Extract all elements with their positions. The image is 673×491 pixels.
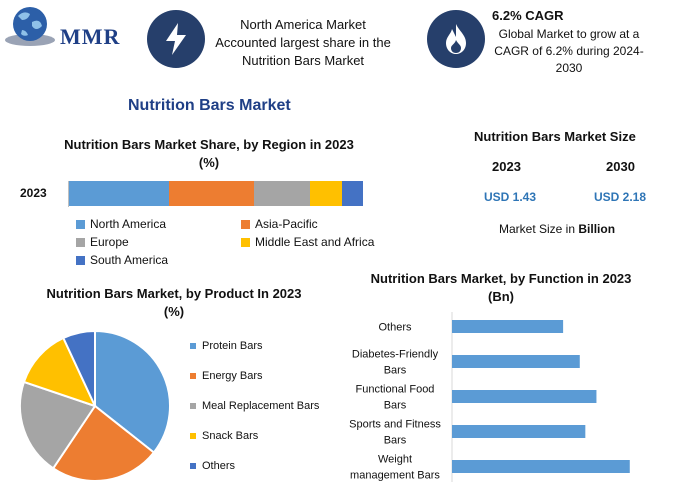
product-pie-legend: Protein Bars Energy Bars Meal Replacement … <box>190 340 340 480</box>
pie-slice-snack-bars <box>22 336 97 408</box>
pie-slice-energy-bars <box>51 404 156 482</box>
legend-asia-pacific: Asia-Pacific <box>241 217 318 231</box>
function-bar-functional-food-bars <box>452 390 597 403</box>
pie-legend-protein-bars: Protein Bars <box>190 340 263 352</box>
market-size-unit-note: Market Size in Billion <box>499 222 615 236</box>
legend-swatch <box>76 255 85 265</box>
legend-middle-east-africa: Middle East and Africa <box>241 235 374 249</box>
legend-swatch <box>190 403 196 409</box>
pie-slice-others <box>62 329 96 407</box>
legend-label: Protein Bars <box>202 340 263 352</box>
region-bar-segment-europe <box>254 181 311 206</box>
function-bar-diabetes-friendly-bars <box>452 355 580 368</box>
region-stacked-bar <box>69 181 363 206</box>
pie-slice-protein-bars <box>94 329 171 454</box>
product-chart-title: Nutrition Bars Market, by Product In 202… <box>46 286 302 319</box>
legend-north-america: North America <box>76 217 166 231</box>
legend-label: Middle East and Africa <box>255 235 375 249</box>
function-category-label-diabetes-friendly-bars: Diabetes-Friendly Bars <box>352 349 439 377</box>
pie-legend-others: Others <box>190 460 235 472</box>
market-size-value-2030: USD 2.18 <box>594 190 647 204</box>
legend-swatch <box>190 343 196 349</box>
lightning-icon <box>147 10 205 68</box>
legend-label: Energy Bars <box>202 370 263 382</box>
region-bar-segment-north-america <box>69 181 169 206</box>
function-bar-weight-management-bars <box>452 460 630 473</box>
pie-legend-meal-replacement-bars: Meal Replacement Bars <box>190 400 319 412</box>
legend-swatch <box>241 237 250 247</box>
market-size-title: Nutrition Bars Market Size <box>474 129 636 144</box>
legend-swatch <box>190 433 196 439</box>
legend-label: North America <box>90 217 167 231</box>
pie-legend-energy-bars: Energy Bars <box>190 370 263 382</box>
legend-europe: Europe <box>76 235 129 249</box>
pie-slice-meal-replacement-bars <box>19 380 97 470</box>
region-bar-segment-asia-pacific <box>168 181 255 206</box>
function-bar-chart: Others Diabetes-Friendly Bars Functional Fo… <box>349 312 630 482</box>
legend-swatch <box>76 237 85 247</box>
legend-label: Others <box>202 460 236 472</box>
region-chart-title: Nutrition Bars Market Share, by Region i… <box>64 137 354 170</box>
cagr-title: 6.2% CAGR <box>492 8 564 23</box>
legend-label: Asia-Pacific <box>255 217 318 231</box>
region-bar-segment-south-america <box>342 181 363 206</box>
flame-icon <box>427 10 485 68</box>
region-chart-axis <box>68 181 69 207</box>
page-title: Nutrition Bars Market <box>128 97 291 114</box>
legend-swatch <box>241 219 250 229</box>
function-chart-title: Nutrition Bars Market, by Function in 20… <box>370 271 632 304</box>
legend-south-america: South America <box>76 253 168 267</box>
function-bar-sports-and-fitness-bars <box>452 425 586 438</box>
pie-legend-snack-bars: Snack Bars <box>190 430 258 442</box>
region-bar-segment-middle-east-and-africa <box>310 181 343 206</box>
function-category-label-functional-food-bars: Functional Food Bars <box>356 384 435 412</box>
market-size-year-2023: 2023 <box>492 159 521 174</box>
market-size-value-2023: USD 1.43 <box>484 190 537 204</box>
globe-logo-icon <box>4 4 56 48</box>
legend-label: Meal Replacement Bars <box>202 400 320 412</box>
legend-label: South America <box>90 253 169 267</box>
function-category-label-weight-management-bars: Weight management Bars <box>350 454 440 482</box>
brand-name: MMR <box>60 24 121 49</box>
legend-swatch <box>190 373 196 379</box>
unit-note-unit: Billion <box>578 222 616 236</box>
legend-swatch <box>190 463 196 469</box>
market-size-year-2030: 2030 <box>606 159 635 174</box>
region-chart-category-label: 2023 <box>20 186 47 200</box>
cagr-text: Global Market to grow at a CAGR of 6.2% … <box>494 27 644 75</box>
function-bar-others <box>452 320 564 333</box>
fact-north-america-text: North America Market Accounted largest s… <box>215 17 391 68</box>
legend-swatch <box>76 219 85 229</box>
function-category-label-others: Others <box>378 322 412 334</box>
legend-label: Snack Bars <box>202 430 259 442</box>
function-category-label-sports-and-fitness-bars: Sports and Fitness Bars <box>349 419 441 447</box>
legend-label: Europe <box>90 235 129 249</box>
unit-note-prefix: Market Size in <box>499 222 579 236</box>
product-pie-chart <box>19 329 171 482</box>
